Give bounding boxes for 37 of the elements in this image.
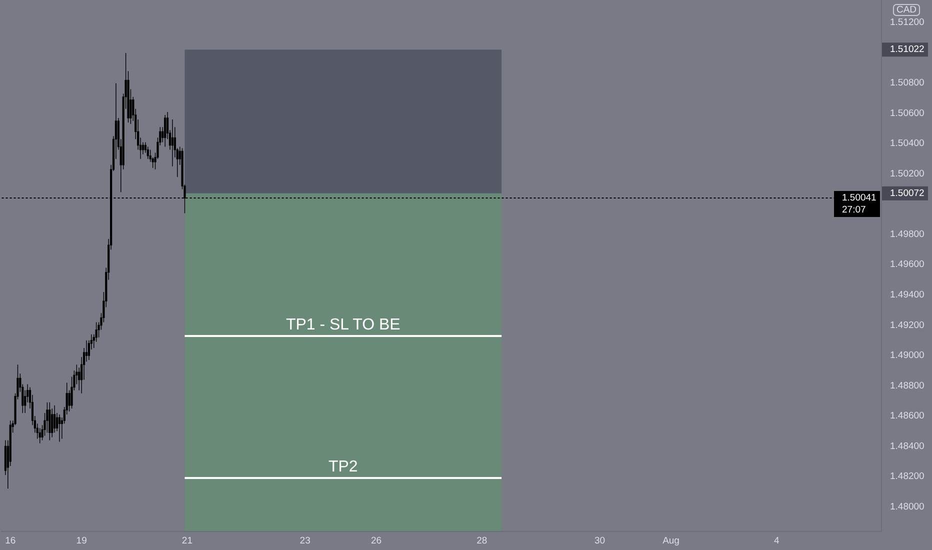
y-tick-label: 1.49000 <box>890 350 924 362</box>
y-tick-label: 1.49200 <box>890 320 924 331</box>
ref-line-label: TP2 <box>328 458 358 476</box>
y-tick-label: 1.48400 <box>890 440 924 452</box>
y-tick-label: 1.51022 <box>890 44 924 56</box>
x-tick-label: Aug <box>662 536 680 546</box>
x-tick-label: 21 <box>182 536 192 546</box>
y-tick-label: 1.50200 <box>890 168 924 180</box>
y-tick-label: 1.49400 <box>890 290 924 300</box>
y-tick-label: 1.50600 <box>890 108 924 119</box>
x-tick-label: 28 <box>476 536 488 546</box>
candlestick <box>48 402 51 441</box>
y-tick-label: 1.48200 <box>890 471 924 482</box>
y-tick-label: 1.48600 <box>890 410 924 422</box>
ref-line-label: TP1 - SL TO BE <box>286 316 400 334</box>
x-tick-label: 4 <box>774 536 780 546</box>
y-tick-label: 1.49800 <box>890 228 924 240</box>
y-tick-label: 1.51200 <box>890 17 924 28</box>
y-tick-label: 1.49600 <box>890 259 924 270</box>
x-tick-label: 26 <box>371 536 382 546</box>
x-tick-label: 19 <box>76 536 87 546</box>
y-tick-label: 1.48800 <box>890 380 924 392</box>
candlestick <box>54 405 56 434</box>
y-tick-label: 1.50800 <box>890 78 924 89</box>
x-tick-label: 23 <box>300 536 310 546</box>
candlestick <box>58 414 61 442</box>
annotation: 27:07 <box>842 204 866 216</box>
candlestick <box>142 142 144 155</box>
x-tick-label: 16 <box>5 536 16 546</box>
y-tick-label: 1.48000 <box>890 501 924 512</box>
candlestick <box>171 119 174 167</box>
y-tick-label: 1.50072 <box>890 188 924 199</box>
y-tick-label: 1.50400 <box>890 138 924 150</box>
x-tick-label: 30 <box>594 536 606 546</box>
y-axis-title: CAD <box>896 4 917 16</box>
candlestick <box>164 114 166 148</box>
ref-line-label: 1.50041 <box>842 192 876 204</box>
